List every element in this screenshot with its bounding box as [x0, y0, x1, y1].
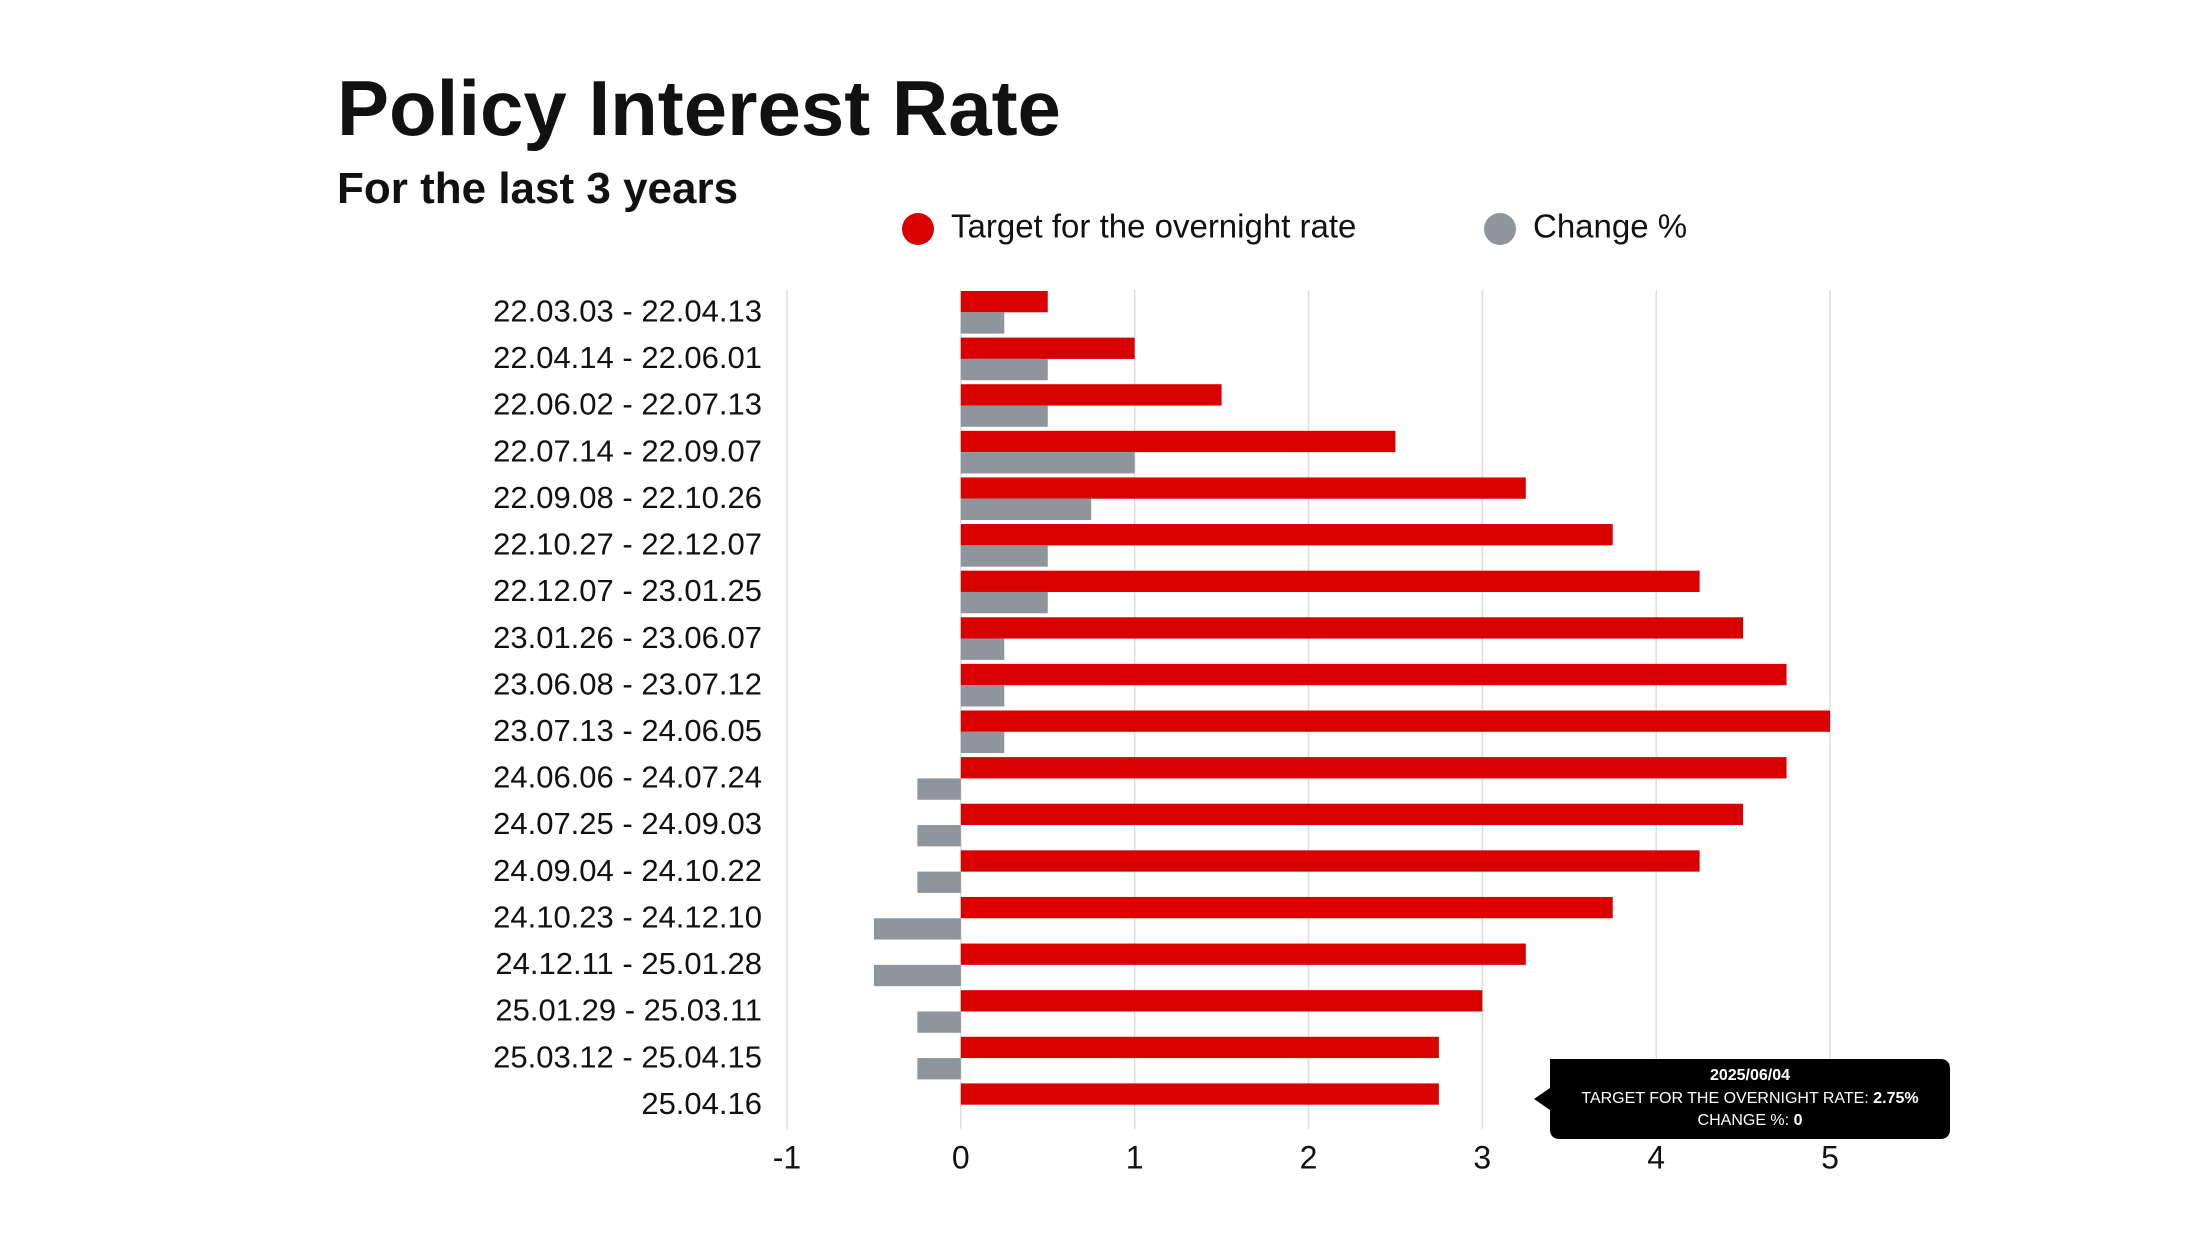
bar	[960, 452, 1135, 474]
bar	[960, 524, 1613, 546]
tooltip-label: CHANGE %:	[1698, 1112, 1790, 1129]
y-tick-label: 22.09.08 - 22.10.26	[493, 480, 762, 515]
bar	[960, 710, 1830, 732]
legend-marker	[902, 213, 934, 245]
bar	[917, 1058, 961, 1080]
bar	[960, 545, 1048, 567]
y-tick-label: 25.03.12 - 25.04.15	[493, 1039, 762, 1074]
y-tick-label: 23.01.26 - 23.06.07	[493, 620, 762, 655]
y-tick-label: 22.06.02 - 22.07.13	[493, 387, 762, 422]
bar	[960, 1036, 1439, 1059]
tooltip-box	[1534, 1059, 1950, 1139]
bar	[960, 405, 1048, 427]
bar	[960, 850, 1700, 872]
bar	[873, 964, 961, 987]
x-tick-label: 4	[1647, 1139, 1665, 1175]
bar	[960, 570, 1700, 592]
y-tick-label: 25.04.16	[641, 1086, 762, 1121]
y-tick-label: 22.03.03 - 22.04.13	[493, 293, 762, 328]
bar	[960, 685, 1005, 707]
bar	[960, 617, 1744, 639]
tooltip: 2025/06/04 TARGET FOR THE OVERNIGHT RATE:…	[1534, 1059, 1950, 1139]
y-tick-label: 25.01.29 - 25.03.11	[495, 993, 762, 1028]
bar	[917, 825, 961, 847]
y-tick-label: 23.07.13 - 24.06.05	[493, 713, 762, 748]
bar	[960, 591, 1048, 614]
tooltip-value: 2.75%	[1873, 1090, 1918, 1107]
bar	[960, 498, 1092, 521]
bar	[960, 896, 1613, 919]
chart-subtitle: For the last 3 years	[337, 164, 738, 213]
bar	[917, 871, 961, 893]
tooltip-line: TARGET FOR THE OVERNIGHT RATE: 2.75%	[1581, 1090, 1918, 1107]
bar	[873, 918, 961, 940]
bar	[917, 778, 961, 800]
y-tick-label: 23.06.08 - 23.07.12	[493, 666, 762, 701]
tooltip-label: TARGET FOR THE OVERNIGHT RATE:	[1581, 1090, 1868, 1107]
tooltip-line: CHANGE %: 0	[1698, 1112, 1803, 1129]
y-tick-label: 24.09.04 - 24.10.22	[493, 853, 762, 888]
y-tick-label: 22.12.07 - 23.01.25	[493, 573, 762, 608]
bar	[960, 1083, 1439, 1105]
bar	[960, 312, 1005, 334]
y-tick-label: 24.07.25 - 24.09.03	[493, 806, 762, 841]
bar	[960, 291, 1048, 313]
bar	[960, 731, 1005, 754]
bar	[960, 337, 1135, 359]
bar	[960, 638, 1005, 660]
x-tick-label: 5	[1821, 1139, 1839, 1175]
x-tick-label: 3	[1473, 1139, 1491, 1175]
tooltip-value: 0	[1794, 1112, 1803, 1129]
chart-title: Policy Interest Rate	[337, 64, 1061, 152]
legend-label: Change %	[1533, 208, 1687, 245]
bar	[960, 943, 1526, 965]
bar	[960, 477, 1526, 499]
y-tick-label: 22.07.14 - 22.09.07	[493, 433, 762, 468]
y-tick-label: 22.10.27 - 22.12.07	[493, 527, 762, 562]
x-tick-label: 2	[1300, 1139, 1318, 1175]
y-tick-label: 24.10.23 - 24.12.10	[493, 899, 762, 934]
bar	[960, 384, 1222, 406]
x-tick-label: 1	[1126, 1139, 1144, 1175]
bar	[960, 990, 1483, 1012]
bar	[960, 430, 1396, 453]
bar	[917, 1011, 961, 1033]
bar	[960, 803, 1744, 826]
tooltip-title: 2025/06/04	[1710, 1067, 1790, 1084]
x-tick-label: -1	[773, 1139, 801, 1175]
bar	[960, 358, 1048, 381]
x-tick-label: 0	[952, 1139, 970, 1175]
y-tick-label: 24.12.11 - 25.01.28	[495, 946, 762, 981]
y-tick-label: 22.04.14 - 22.06.01	[493, 340, 762, 375]
bar	[960, 757, 1787, 779]
bar	[960, 663, 1787, 686]
legend-label: Target for the overnight rate	[951, 208, 1356, 245]
legend-marker	[1484, 213, 1516, 245]
y-tick-label: 24.06.06 - 24.07.24	[493, 760, 762, 795]
